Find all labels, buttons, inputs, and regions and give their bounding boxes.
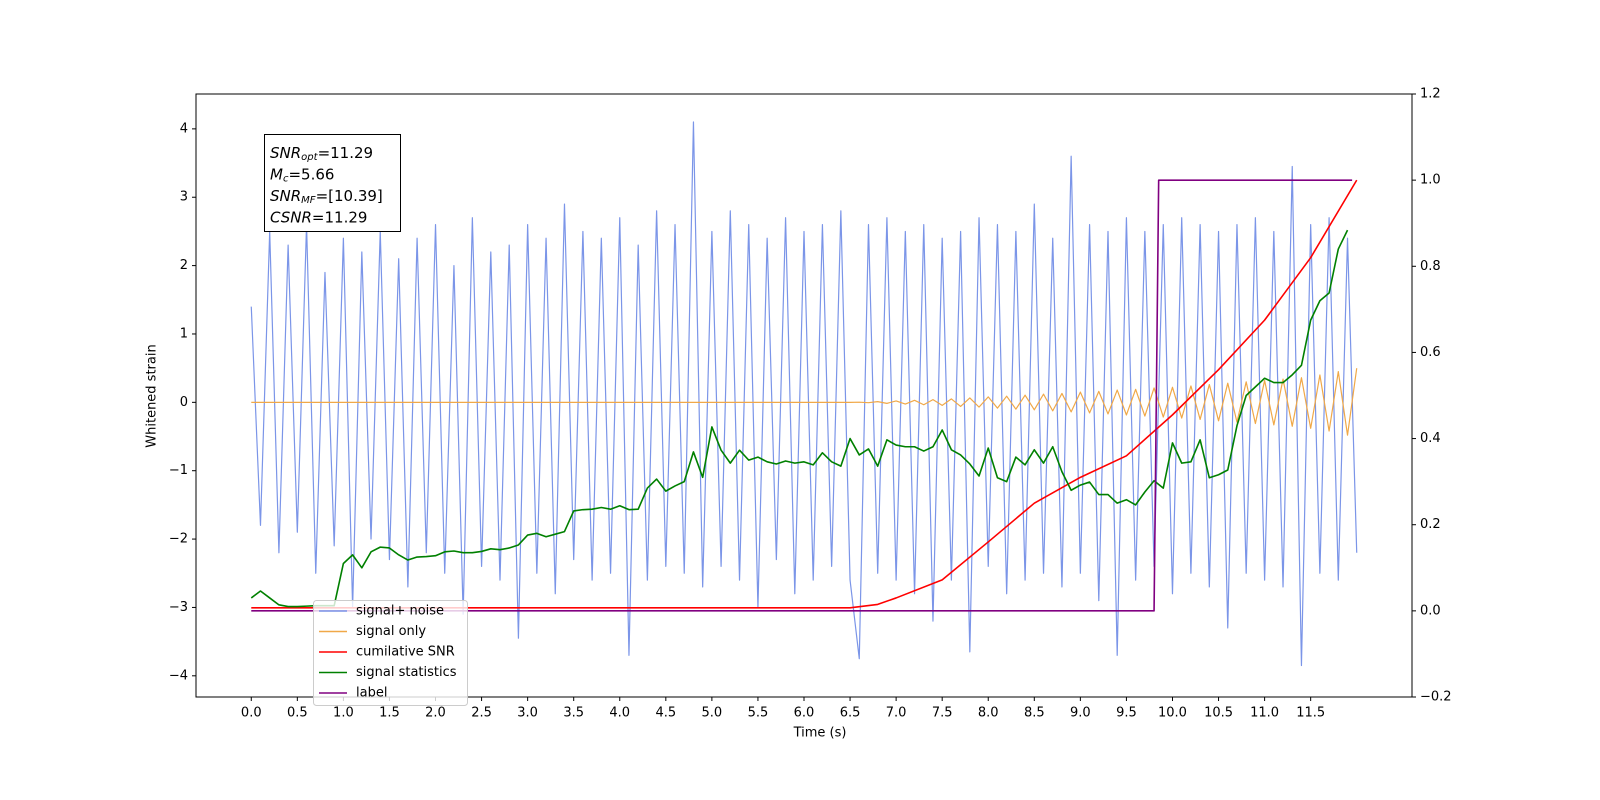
x-tick-label: 5.0 [702,706,723,721]
legend-label: label [356,686,387,701]
y2-tick-label: 0.0 [1420,603,1441,618]
x-tick-label: 9.0 [1070,706,1091,721]
x-tick-label: 1.5 [379,706,400,721]
annotation-line: Mc=5.66 [270,165,334,185]
y2-tick-label: 0.2 [1420,517,1441,532]
series-line [250,229,1349,608]
annotation-symbol: SNR [270,144,301,162]
x-tick-label: 6.5 [840,706,861,721]
x-tick-label: 1.0 [333,706,354,721]
series-line [251,179,1358,609]
annotation-symbol: CSNR [270,208,312,226]
x-tick-label: 2.5 [471,706,492,721]
x-tick-label: 11.5 [1296,706,1325,721]
annotation-subscript: opt [301,152,318,163]
legend-label: cumilative SNR [356,645,455,660]
x-tick-label: 6.0 [794,706,815,721]
y-tick-label: −4 [169,668,188,683]
x-tick-label: 0.5 [287,706,308,721]
y-tick-label: 0 [180,395,188,410]
legend-box [313,600,468,706]
y-tick-label: 3 [180,190,188,205]
annotation-symbol: SNR [270,187,301,205]
x-tick-label: 3.0 [517,706,538,721]
x-tick-label: 10.0 [1158,706,1187,721]
y2-tick-label: 0.8 [1420,259,1441,274]
y-tick-label: 2 [180,258,188,273]
x-tick-label: 10.5 [1204,706,1233,721]
y-tick-label: 1 [180,326,188,341]
annotation-symbol: M [270,165,283,183]
y2-tick-label: −0.2 [1420,690,1452,705]
y2-tick-label: 1.0 [1420,173,1441,188]
annotation-value: =5.66 [288,165,334,183]
y2-tick-label: 0.4 [1420,431,1441,446]
annotation-box [264,134,401,232]
series-line [250,121,1358,667]
x-axis-label: Time (s) [793,726,847,741]
y2-tick-label: 0.6 [1420,345,1441,360]
x-tick-label: 5.5 [748,706,769,721]
annotation-subscript: MF [301,195,316,206]
annotation-value: =11.29 [318,144,374,162]
annotation-value: =[10.39] [316,187,383,205]
annotation-subscript: c [283,174,289,185]
x-tick-label: 4.5 [655,706,676,721]
x-tick-label: 2.0 [425,706,446,721]
y-tick-label: −3 [169,600,188,615]
x-tick-label: 4.0 [609,706,630,721]
x-tick-label: 8.5 [1024,706,1045,721]
annotation-line: SNRopt=11.29 [270,144,373,164]
y-tick-label: 4 [180,121,188,136]
x-tick-label: 9.5 [1116,706,1137,721]
y-tick-label: −2 [169,532,188,547]
annotation-line: CSNR=11.29 [270,208,367,226]
x-tick-label: 7.0 [886,706,907,721]
legend-label: signal+ noise [356,604,444,619]
y-axis-label: Whitened strain [145,344,160,447]
series-line [251,179,1353,612]
legend-label: signal only [356,624,426,639]
x-tick-label: 0.0 [241,706,262,721]
legend-label: signal statistics [356,665,457,680]
annotation-line: SNRMF=[10.39] [270,187,383,207]
series-line [251,368,1358,436]
y2-tick-label: 1.2 [1420,87,1441,102]
x-tick-label: 3.5 [563,706,584,721]
x-tick-label: 8.0 [978,706,999,721]
annotation-value: =11.29 [312,208,368,226]
x-tick-label: 11.0 [1250,706,1279,721]
y-tick-label: −1 [169,463,188,478]
x-tick-label: 7.5 [932,706,953,721]
